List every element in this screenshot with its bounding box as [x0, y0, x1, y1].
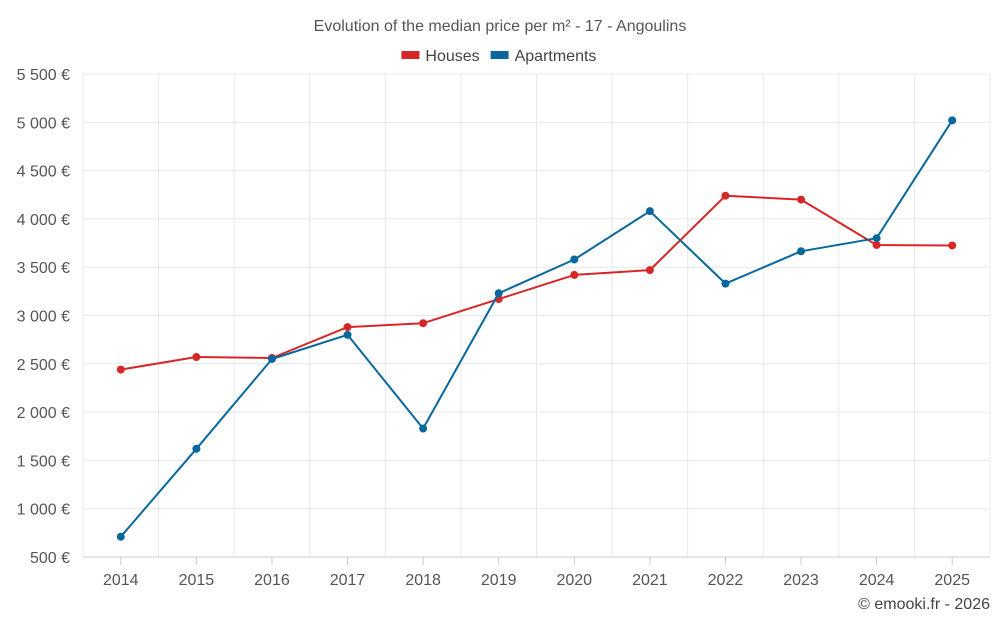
grid: [82, 73, 991, 557]
x-tick-label: 2017: [330, 572, 366, 589]
y-tick-label: 4 000 €: [17, 212, 70, 229]
y-tick-label: 3 000 €: [17, 309, 70, 326]
y-tick-label: 5 000 €: [17, 115, 70, 132]
data-point-houses-2018: [419, 319, 428, 328]
data-point-apartments-2024: [872, 234, 881, 243]
credit-text: © emooki.fr - 2026: [858, 596, 990, 613]
data-point-apartments-2019: [494, 289, 503, 298]
data-point-apartments-2022: [721, 279, 730, 288]
x-tick-label: 2019: [481, 572, 517, 589]
data-point-houses-2014: [116, 365, 125, 374]
x-tick-label: 2015: [179, 572, 215, 589]
data-point-apartments-2015: [192, 444, 201, 453]
legend-label-houses: Houses: [425, 48, 479, 65]
x-axis: 2014 2015 2016 2017 2018 2019 2020 2021 2022 2023…: [83, 556, 990, 589]
data-point-apartments-2016: [267, 354, 276, 363]
x-tick-label: 2025: [934, 572, 970, 589]
chart-title: Evolution of the median price per m² - 1…: [314, 18, 687, 35]
data-point-houses-2020: [570, 270, 579, 279]
data-point-apartments-2025: [948, 116, 957, 125]
x-tick-label: 2018: [405, 572, 441, 589]
data-point-houses-2017: [343, 323, 352, 332]
y-tick-label: 2 500 €: [17, 357, 70, 374]
legend-label-apartments: Apartments: [515, 48, 597, 65]
data-point-apartments-2018: [419, 424, 428, 433]
y-tick-label: 2 000 €: [17, 405, 70, 422]
y-tick-label: 1 000 €: [17, 502, 70, 519]
data-point-houses-2021: [645, 266, 654, 275]
legend-swatch-apartments: [490, 51, 509, 59]
y-tick-label: 1 500 €: [17, 453, 70, 470]
legend: Houses Apartments: [401, 48, 596, 65]
data-point-houses-2022: [721, 191, 730, 200]
data-point-houses-2015: [192, 353, 201, 362]
y-tick-label: 4 500 €: [17, 164, 70, 181]
legend-swatch-houses: [401, 51, 420, 59]
x-tick-label: 2014: [103, 572, 139, 589]
series-layer: [116, 116, 957, 541]
x-tick-label: 2022: [708, 572, 744, 589]
data-point-houses-2025: [948, 241, 957, 250]
data-point-apartments-2023: [797, 247, 806, 256]
x-tick-label: 2016: [254, 572, 290, 589]
series-line-houses: [120, 194, 953, 371]
x-tick-label: 2020: [556, 572, 592, 589]
data-point-apartments-2014: [116, 532, 125, 541]
x-tick-label: 2024: [859, 572, 895, 589]
data-point-apartments-2020: [570, 255, 579, 264]
data-point-apartments-2021: [645, 207, 654, 216]
y-tick-label: 500 €: [30, 550, 70, 567]
data-point-apartments-2017: [343, 330, 352, 339]
data-point-houses-2023: [797, 195, 806, 204]
x-tick-label: 2023: [783, 572, 819, 589]
data-point-houses-2024: [872, 240, 881, 249]
series-line-apartments: [120, 119, 954, 538]
y-tick-label: 3 500 €: [17, 260, 70, 277]
y-axis: 500 € 1 000 € 1 500 € 2 000 € 2 500 € 3 000 €…: [17, 67, 70, 567]
y-tick-label: 5 500 €: [17, 67, 70, 84]
x-tick-label: 2021: [632, 572, 668, 589]
